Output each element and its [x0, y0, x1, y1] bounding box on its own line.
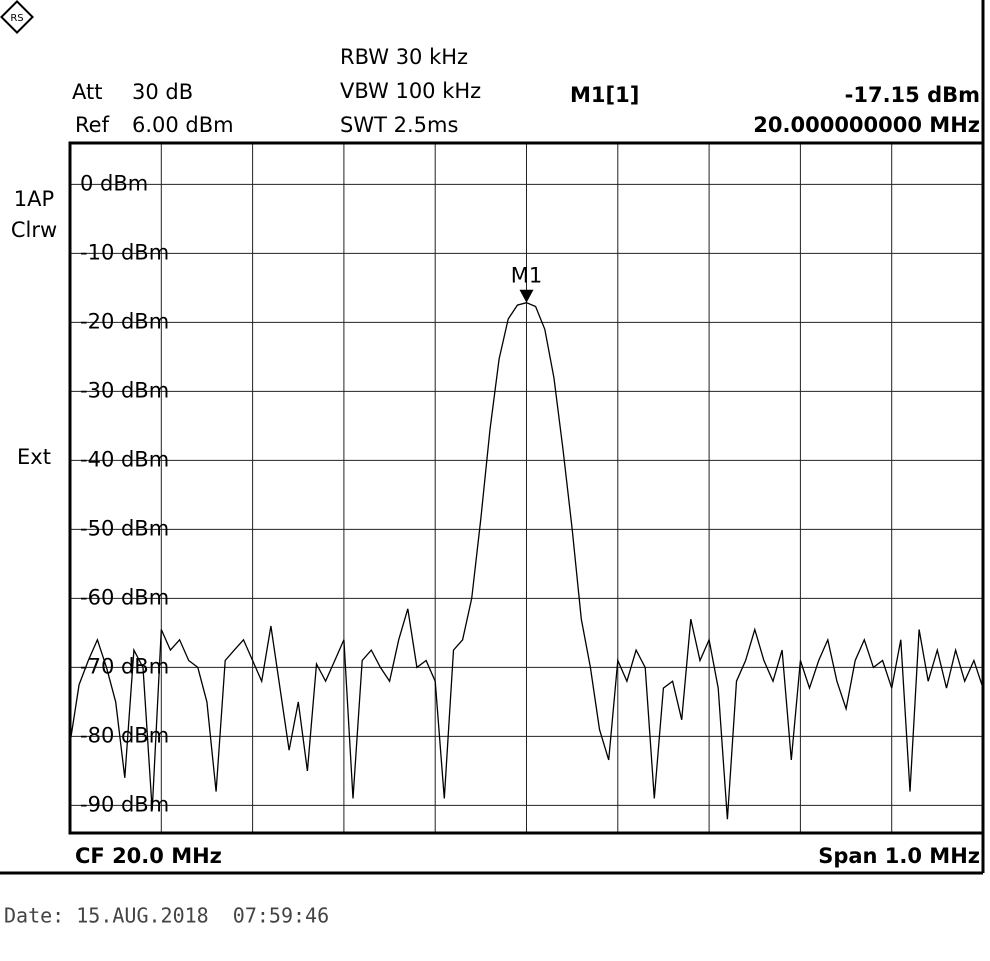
swt: SWT 2.5ms [340, 113, 458, 137]
y-tick-label: -90 dBm [80, 792, 169, 816]
y-tick-label: -20 dBm [80, 309, 169, 333]
marker-frequency: 20.000000000 MHz [753, 113, 980, 137]
att-value: 30 dB [132, 80, 193, 104]
att-label: Att [72, 80, 102, 104]
y-tick-label: 0 dBm [80, 171, 148, 195]
y-tick-label: -30 dBm [80, 378, 169, 402]
plot: 0 dBm -10 dBm -20 dBm -30 dBm -40 dBm -50 dBm… [69, 143, 984, 833]
vbw: VBW 100 kHz [340, 79, 481, 103]
logo: RS [0, 0, 34, 34]
y-tick-label: -70 dBm [80, 654, 169, 678]
marker-level: -17.15 dBm [845, 83, 980, 107]
span: Span 1.0 MHz [818, 844, 980, 868]
y-tick-label: -40 dBm [80, 447, 169, 471]
trigger: Ext [17, 445, 51, 469]
marker [519, 289, 534, 303]
trace-detector: Clrw [11, 218, 57, 242]
ref-label: Ref [75, 113, 110, 137]
y-tick-label: -50 dBm [80, 516, 169, 540]
date: Date: 15.AUG.2018 07:59:46 [4, 904, 329, 928]
trace-mode: 1AP [14, 187, 54, 211]
y-tick-label: -80 dBm [80, 723, 169, 747]
plot-frame [68, 141, 985, 835]
y-tick-label: -60 dBm [80, 585, 169, 609]
rbw: RBW 30 kHz [340, 45, 468, 69]
ref-value: 6.00 dBm [132, 113, 234, 137]
marker-label: M1 [511, 264, 542, 288]
marker-name: M1[1] [570, 83, 639, 107]
svg-text:RS: RS [10, 13, 23, 24]
y-tick-label: -10 dBm [80, 240, 169, 264]
center-frequency: CF 20.0 MHz [75, 844, 222, 868]
